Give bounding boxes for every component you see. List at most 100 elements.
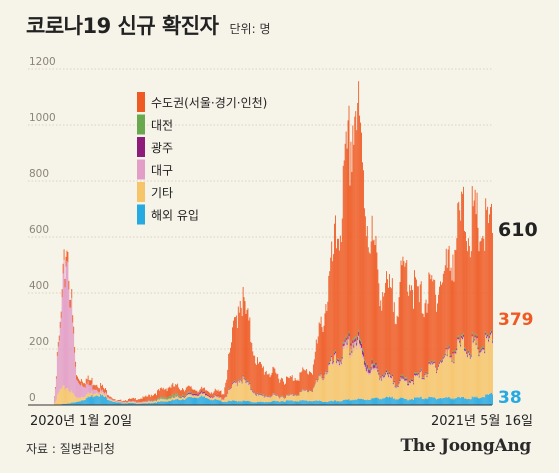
bar-segment [375, 365, 377, 368]
bar-segment [492, 232, 493, 340]
bar-segment [315, 379, 317, 381]
bar-segment [250, 389, 252, 391]
bar-segment [371, 365, 373, 398]
bar-segment [475, 344, 477, 347]
bar-segment [383, 296, 385, 376]
bar-segment [297, 401, 299, 405]
bar-segment [344, 399, 346, 405]
bar-segment [194, 389, 196, 394]
bar-segment [361, 347, 362, 352]
bar-segment [145, 403, 147, 405]
bar-segment [444, 352, 446, 354]
bar-segment [250, 389, 252, 390]
bar-segment [450, 356, 452, 358]
bar-segment [338, 366, 340, 402]
bar-segment [391, 396, 393, 405]
bar-segment [319, 400, 321, 405]
bar-segment [188, 396, 190, 405]
bar-segment [436, 399, 438, 405]
bar-segment [408, 385, 410, 387]
bar-segment [64, 403, 66, 405]
gridlines [28, 68, 492, 350]
bar-segment [116, 401, 118, 402]
bar-segment [149, 394, 151, 401]
bar-segment [352, 338, 354, 341]
bar-segment [151, 400, 153, 401]
bar-segment [172, 396, 174, 400]
bar-segment [389, 396, 390, 405]
bar-segment [460, 347, 462, 398]
bar-segment [108, 398, 110, 400]
bar-segment [461, 337, 463, 340]
bar-segment [137, 403, 139, 405]
bar-segment [159, 388, 161, 398]
bar-segment [340, 362, 342, 364]
bar-segment [215, 395, 217, 397]
bar-segment [343, 399, 345, 405]
bar-segment [389, 377, 391, 379]
bar-segment [235, 383, 237, 402]
bar-segment [420, 371, 422, 397]
bar-segment [362, 162, 363, 349]
bar-segment [246, 381, 248, 382]
bar-segment [371, 360, 373, 364]
bar-segment [345, 399, 347, 405]
bar-segment [194, 393, 196, 396]
bar-segment [491, 392, 492, 405]
bar-segment [77, 376, 78, 381]
bar-segment [475, 397, 477, 405]
bar-segment [355, 111, 357, 337]
bar-segment [464, 351, 465, 399]
bar-segment [124, 400, 126, 403]
bar-segment [455, 352, 457, 354]
bar-segment [447, 349, 449, 351]
bar-segment [249, 383, 251, 385]
bar-segment [396, 387, 398, 400]
bar-segment [157, 401, 158, 405]
bar-segment [385, 373, 387, 375]
bar-segment [219, 400, 221, 405]
bar-segment [80, 383, 82, 397]
bar-segment [101, 390, 103, 393]
bar-segment [152, 401, 154, 403]
bar-segment [130, 401, 131, 403]
bar-segment [289, 376, 291, 394]
bar-segment [221, 394, 223, 400]
bar-segment [215, 399, 217, 405]
bar-segment [466, 251, 468, 354]
bar-segment [80, 400, 82, 405]
bar-segment [135, 403, 137, 404]
bar-segment [361, 132, 362, 342]
bar-segment [415, 397, 417, 405]
bar-segment [473, 340, 475, 343]
bar-segment [389, 375, 391, 378]
bar-segment [63, 259, 65, 385]
bar-segment [201, 395, 203, 405]
bar-segment [127, 400, 129, 403]
bar-segment [288, 378, 290, 395]
bar-segment [239, 300, 241, 379]
bar-segment [426, 376, 428, 378]
bar-segment [479, 353, 481, 399]
bar-segment [135, 400, 137, 403]
bar-segment [452, 353, 454, 355]
bar-segment [384, 376, 386, 379]
bar-segment [174, 386, 176, 396]
bar-segment [236, 384, 238, 386]
bar-segment [438, 398, 439, 405]
bar-segment [422, 313, 424, 378]
bar-segment [343, 160, 345, 342]
bar-segment [406, 260, 408, 378]
bar-segment [252, 351, 254, 391]
bar-segment [174, 395, 176, 398]
bar-segment [454, 350, 456, 352]
bar-segment [313, 386, 315, 401]
bar-segment [449, 354, 451, 357]
bar-segment [258, 395, 259, 396]
bar-segment [433, 361, 435, 362]
bar-segment [460, 344, 462, 347]
bar-segment [373, 364, 375, 368]
bar-segment [466, 353, 467, 355]
bar-segment [384, 375, 386, 377]
